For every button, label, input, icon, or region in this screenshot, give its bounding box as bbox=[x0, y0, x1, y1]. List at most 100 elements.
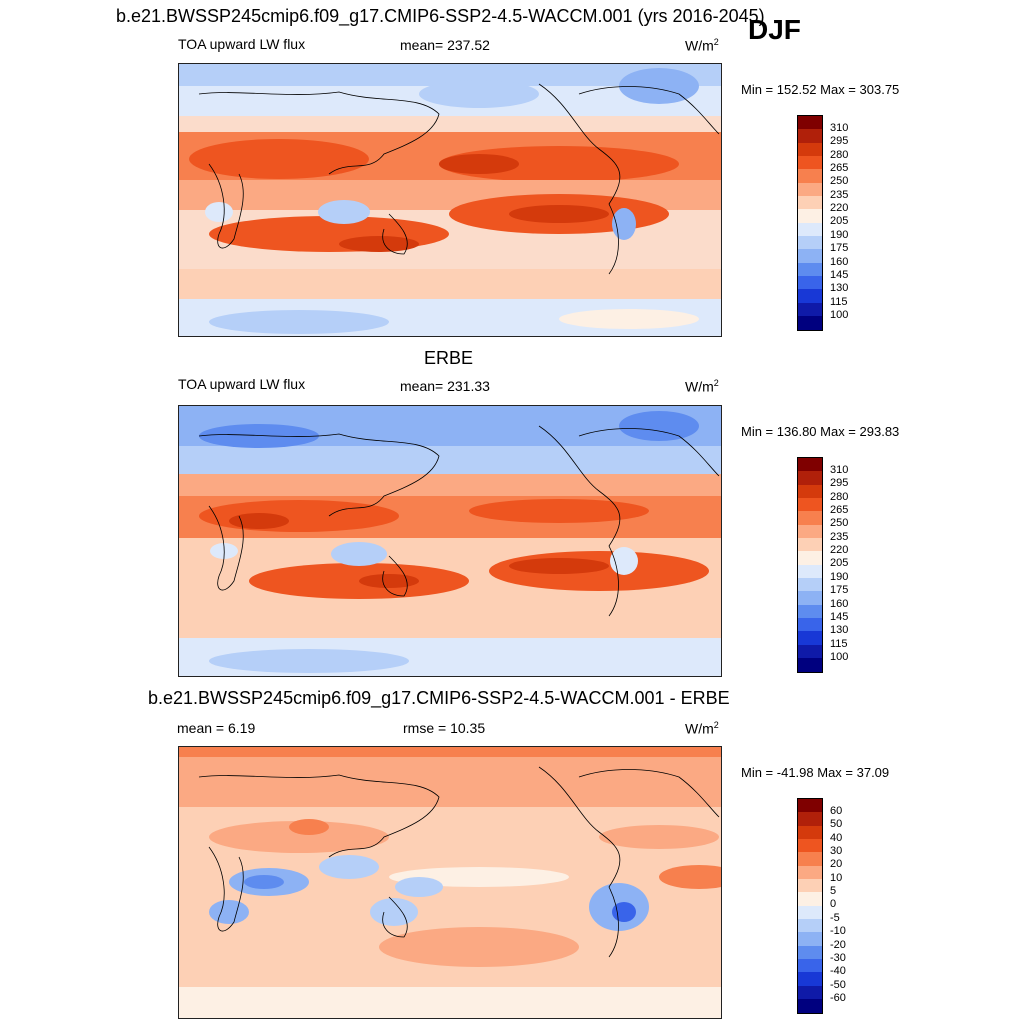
colorbar-tick-label: 235 bbox=[830, 530, 849, 543]
panel3-mean-label: mean = 6.19 bbox=[177, 720, 256, 736]
panel3-map bbox=[178, 746, 722, 1019]
colorbar-tick-label: -40 bbox=[830, 965, 846, 978]
panel2-colorbar-swatch bbox=[798, 604, 822, 619]
colorbar-tick-label: 160 bbox=[830, 255, 849, 268]
season-label: DJF bbox=[748, 14, 801, 45]
panel1-colorbar-swatch bbox=[798, 209, 822, 223]
panel3-colorbar-swatch bbox=[798, 892, 822, 906]
panel2-colorbar-swatch bbox=[798, 618, 822, 632]
panel3-units: W/m2 bbox=[685, 720, 719, 737]
panel2-colorbar-swatch bbox=[798, 471, 822, 485]
colorbar-tick-label: 220 bbox=[830, 202, 849, 215]
panel2-colorbar-swatch bbox=[798, 511, 822, 525]
colorbar-tick-label: 280 bbox=[830, 490, 849, 503]
panel1-colorbar-swatch bbox=[798, 169, 822, 183]
panel2-map bbox=[178, 405, 722, 677]
colorbar-tick-label: 20 bbox=[830, 858, 843, 871]
panel2-minmax: Min = 136.80 Max = 293.83 bbox=[741, 424, 900, 439]
colorbar-tick-label: -20 bbox=[830, 938, 846, 951]
panel3-rmse-label: rmse = 10.35 bbox=[403, 720, 486, 736]
panel2-variable-label: TOA upward LW flux bbox=[178, 376, 306, 392]
panel3-colorbar-swatch bbox=[798, 972, 822, 986]
panel3-colorbar-swatch bbox=[798, 865, 822, 880]
colorbar-tick-label: 190 bbox=[830, 570, 849, 583]
panel2-colorbar-swatch bbox=[798, 458, 822, 472]
panel3-colorbar-swatch bbox=[798, 825, 822, 840]
panel1-colorbar-swatch bbox=[798, 262, 822, 277]
panel2-colorbar-swatch bbox=[798, 658, 822, 672]
panel2-colorbar-swatch bbox=[798, 644, 822, 659]
colorbar-tick-label: 250 bbox=[830, 517, 849, 530]
colorbar-tick-label: 295 bbox=[830, 477, 849, 490]
colorbar-tick-label: 40 bbox=[830, 831, 843, 844]
colorbar-tick-label: 10 bbox=[830, 871, 843, 884]
panel2-title: ERBE bbox=[424, 348, 474, 368]
colorbar-tick-label: -10 bbox=[830, 925, 846, 938]
panel1-mean-label: mean= 237.52 bbox=[400, 37, 490, 53]
colorbar-tick-label: 280 bbox=[830, 148, 849, 161]
panel3-colorbar bbox=[797, 798, 823, 1014]
panel2-colorbar-swatch bbox=[798, 564, 822, 579]
panel3-colorbar-swatch bbox=[798, 799, 822, 813]
panel3-colorbar-swatch bbox=[798, 919, 822, 933]
colorbar-tick-label: 175 bbox=[830, 242, 849, 255]
panel1-variable-label: TOA upward LW flux bbox=[178, 36, 306, 52]
panel1-colorbar-swatch bbox=[798, 196, 822, 210]
colorbar-tick-label: 100 bbox=[830, 650, 849, 663]
panel3-title: b.e21.BWSSP245cmip6.f09_g17.CMIP6-SSP2-4… bbox=[148, 688, 730, 708]
colorbar-tick-label: -60 bbox=[830, 991, 846, 1004]
colorbar-tick-label: 145 bbox=[830, 268, 849, 281]
panel1-colorbar-swatch bbox=[798, 222, 822, 237]
panel2-colorbar-swatch bbox=[798, 578, 822, 592]
panel1-colorbar-swatch bbox=[798, 302, 822, 317]
panel1-colorbar-swatch bbox=[798, 289, 822, 303]
panel3-colorbar-swatch bbox=[798, 999, 822, 1013]
colorbar-tick-label: 115 bbox=[830, 637, 848, 650]
panel1-colorbar bbox=[797, 115, 823, 331]
colorbar-tick-label: 295 bbox=[830, 135, 849, 148]
panel3-colorbar-swatch bbox=[798, 945, 822, 960]
panel1-colorbar-swatch bbox=[798, 116, 822, 130]
colorbar-tick-label: -50 bbox=[830, 978, 846, 991]
panel1-colorbar-swatch bbox=[798, 142, 822, 157]
colorbar-tick-label: 100 bbox=[830, 308, 849, 321]
panel1-map bbox=[178, 63, 722, 337]
panel1-colorbar-swatch bbox=[798, 182, 822, 197]
panel3-colorbar-swatch bbox=[798, 852, 822, 866]
panel3-colorbar-swatch bbox=[798, 932, 822, 946]
colorbar-tick-label: 50 bbox=[830, 818, 843, 831]
colorbar-tick-label: 0 bbox=[830, 898, 837, 911]
colorbar-tick-label: 115 bbox=[830, 295, 848, 308]
panel1-colorbar-swatch bbox=[798, 129, 822, 143]
colorbar-tick-label: 145 bbox=[830, 610, 849, 623]
panel3-colorbar-swatch bbox=[798, 905, 822, 920]
colorbar-tick-label: 310 bbox=[830, 464, 849, 476]
colorbar-tick-label: 220 bbox=[830, 544, 849, 557]
colorbar-tick-label: 250 bbox=[830, 175, 849, 188]
panel1-colorbar-swatch bbox=[798, 276, 822, 290]
colorbar-tick-label: 160 bbox=[830, 597, 849, 610]
panel1-colorbar-swatch bbox=[798, 316, 822, 330]
panel2-colorbar-swatch bbox=[798, 538, 822, 552]
colorbar-tick-label: 310 bbox=[830, 122, 849, 134]
panel1-minmax: Min = 152.52 Max = 303.75 bbox=[741, 82, 900, 97]
colorbar-tick-label: 175 bbox=[830, 584, 849, 597]
colorbar-tick-label: 205 bbox=[830, 557, 849, 570]
colorbar-tick-label: 60 bbox=[830, 805, 843, 817]
panel3-minmax: Min = -41.98 Max = 37.09 bbox=[741, 765, 890, 780]
panel3-colorbar-swatch bbox=[798, 839, 822, 853]
panel3-colorbar-swatch bbox=[798, 879, 822, 893]
panel2-colorbar bbox=[797, 457, 823, 673]
panel1-colorbar-swatch bbox=[798, 156, 822, 170]
panel2-colorbar-swatch bbox=[798, 524, 822, 539]
panel2-colorbar-swatch bbox=[798, 551, 822, 565]
panel2-colorbar-swatch bbox=[798, 498, 822, 512]
colorbar-tick-label: 235 bbox=[830, 188, 849, 201]
panel3-colorbar-swatch bbox=[798, 812, 822, 826]
panel2-units: W/m2 bbox=[685, 378, 719, 395]
colorbar-tick-label: 265 bbox=[830, 504, 849, 517]
panel3-colorbar-swatch bbox=[798, 959, 822, 973]
panel2-mean-label: mean= 231.33 bbox=[400, 378, 490, 394]
colorbar-tick-label: 265 bbox=[830, 162, 849, 175]
colorbar-tick-label: 130 bbox=[830, 282, 849, 295]
